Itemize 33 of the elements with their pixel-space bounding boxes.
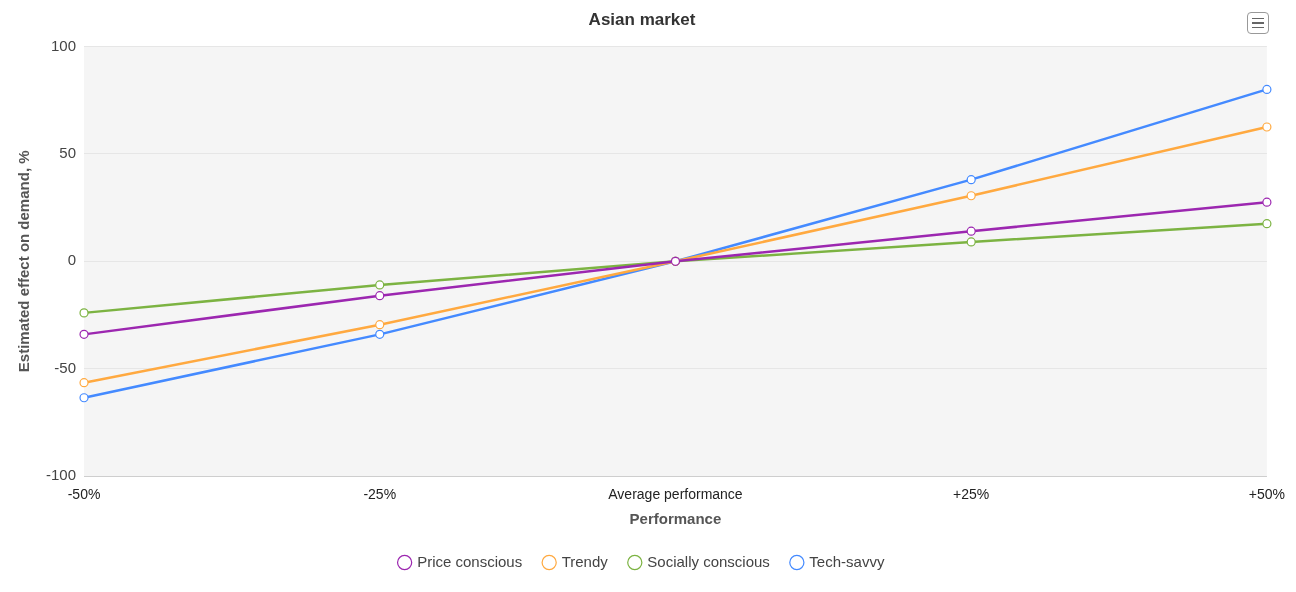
y-tick-label: 50: [59, 143, 77, 161]
point: [79, 393, 89, 403]
point: [966, 175, 976, 185]
legend-label: Price conscious: [417, 552, 523, 570]
point: [1262, 219, 1272, 229]
x-tick-label: -50%: [67, 486, 101, 503]
point: [375, 280, 385, 290]
y-tick-label: 0: [67, 251, 77, 269]
x-axis-title: Performance: [629, 510, 722, 528]
point: [79, 329, 89, 339]
y-tick-label: -50: [54, 358, 77, 376]
chart-title: Asian market: [588, 9, 696, 29]
point: [375, 291, 385, 301]
y-axis-title: Estimated effect on demand, %: [15, 150, 33, 373]
point: [966, 226, 976, 236]
point: [1262, 122, 1272, 132]
point: [79, 308, 89, 318]
legend-label: Tech-savvy: [809, 552, 885, 570]
x-tick-label: -25%: [363, 486, 397, 503]
point: [966, 237, 976, 247]
point: [375, 320, 385, 330]
point: [1262, 197, 1272, 207]
y-tick-label: -100: [45, 466, 77, 484]
x-tick-label: Average performance: [608, 486, 743, 503]
point: [79, 378, 89, 388]
legend-label: Trendy: [561, 552, 609, 570]
x-tick-label: +25%: [953, 486, 990, 503]
point: [966, 191, 976, 201]
legend-label: Socially conscious: [647, 552, 770, 570]
point: [375, 329, 385, 339]
x-tick-label: +50%: [1248, 486, 1285, 503]
point: [1262, 84, 1272, 94]
y-tick-label: 100: [50, 36, 77, 54]
